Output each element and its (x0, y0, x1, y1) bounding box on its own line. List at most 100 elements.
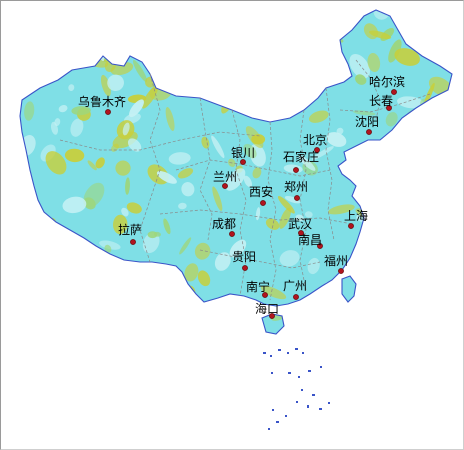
city-dot[interactable] (222, 183, 228, 189)
terrain-patch (47, 276, 60, 287)
city-wulumuqi[interactable]: 乌鲁木齐 (78, 94, 126, 115)
city-dot[interactable] (317, 243, 323, 249)
terrain-patch (45, 321, 56, 334)
terrain-patch (375, 268, 389, 278)
city-haerbin[interactable]: 哈尔滨 (369, 74, 405, 95)
terrain-patch (30, 275, 39, 293)
city-label: 上海 (344, 208, 368, 223)
terrain-patch (394, 221, 406, 233)
terrain-patch (93, 256, 103, 268)
terrain-patch (430, 214, 446, 231)
terrain-patch (214, 252, 231, 271)
city-shanghai[interactable]: 上海 (344, 208, 368, 229)
city-dot[interactable] (298, 230, 304, 236)
city-dot[interactable] (391, 89, 397, 95)
city-shijiazhuang[interactable]: 石家庄 (283, 149, 319, 173)
terrain-patch (50, 121, 59, 135)
city-wuhan[interactable]: 武汉 (288, 217, 312, 236)
city-xian[interactable]: 西安 (249, 184, 273, 206)
terrain-patch (354, 149, 369, 167)
city-dot[interactable] (229, 231, 235, 237)
terrain-patch (213, 310, 222, 321)
city-beijing[interactable]: 北京 (303, 133, 327, 153)
terrain-patch (68, 84, 75, 91)
terrain-patch (184, 263, 199, 282)
terrain-patch (92, 327, 107, 334)
terrain-patch (126, 202, 142, 214)
city-label: 兰州 (213, 170, 237, 184)
terrain-patch (21, 260, 30, 268)
city-guiyang[interactable]: 贵阳 (232, 250, 256, 271)
terrain-patch (32, 210, 45, 238)
terrain-patch (441, 302, 452, 323)
city-lasa[interactable]: 拉萨 (118, 222, 142, 245)
city-dot[interactable] (366, 129, 372, 135)
city-dot[interactable] (240, 159, 246, 165)
terrain-patch (74, 244, 85, 263)
city-dot[interactable] (293, 167, 299, 173)
city-dot[interactable] (348, 223, 354, 229)
city-label: 乌鲁木齐 (78, 94, 126, 109)
terrain-patch (225, 168, 246, 191)
terrain-patch (302, 36, 314, 48)
terrain-patch (99, 314, 115, 325)
terrain-patch (316, 325, 334, 334)
terrain-patch (101, 265, 118, 280)
terrain-patch (156, 268, 165, 279)
city-dot[interactable] (338, 268, 344, 274)
city-label: 沈阳 (355, 114, 379, 129)
terrain-patch (33, 219, 48, 232)
city-dot[interactable] (293, 294, 299, 300)
city-dot[interactable] (269, 313, 275, 319)
terrain-patch (423, 40, 436, 54)
terrain-patch (85, 299, 95, 308)
city-dot[interactable] (105, 109, 111, 115)
terrain-patch (177, 297, 187, 309)
city-nanning[interactable]: 南宁 (246, 279, 270, 298)
terrain-patch (409, 268, 436, 274)
terrain-patch (309, 57, 324, 78)
city-haikou[interactable]: 海口 (255, 301, 279, 319)
terrain-patch (376, 224, 391, 237)
city-lanzhou[interactable]: 兰州 (213, 170, 237, 189)
city-changchun[interactable]: 长春 (369, 94, 393, 111)
city-guangzhou[interactable]: 广州 (283, 279, 307, 300)
terrain-patch (83, 197, 96, 210)
terrain-patch (112, 214, 128, 235)
city-chengdu[interactable]: 成都 (212, 217, 236, 237)
city-fuzhou[interactable]: 福州 (324, 253, 348, 274)
city-dot[interactable] (130, 239, 136, 245)
city-label: 长春 (369, 94, 393, 108)
terrain-patch (308, 110, 329, 123)
terrain-patch (197, 270, 211, 287)
city-dot[interactable] (314, 147, 320, 153)
city-shenyang[interactable]: 沈阳 (355, 114, 379, 135)
terrain-patch (265, 218, 280, 230)
terrain-patch (402, 282, 414, 293)
city-dot[interactable] (294, 195, 300, 201)
terrain-patch (141, 85, 159, 109)
terrain-patch (194, 242, 211, 260)
terrain-patch (198, 332, 216, 334)
terrain-patch (252, 167, 262, 179)
terrain-patch (417, 190, 431, 218)
terrain-patch (385, 111, 398, 127)
terrain-patch (421, 10, 441, 14)
terrain-patch (421, 143, 440, 168)
city-label: 银川 (231, 146, 255, 160)
terrain-patch (34, 51, 50, 68)
city-label: 西安 (249, 184, 273, 199)
city-dot[interactable] (386, 105, 392, 111)
city-zhengzhou[interactable]: 郑州 (284, 179, 308, 201)
city-nanchang[interactable]: 南昌 (298, 232, 323, 249)
terrain-patch (58, 104, 68, 113)
city-dot[interactable] (262, 292, 268, 298)
city-yinchuan[interactable]: 银川 (231, 146, 255, 165)
terrain-patch (127, 321, 139, 334)
city-label: 哈尔滨 (369, 74, 405, 89)
city-label: 北京 (303, 133, 327, 147)
city-dot[interactable] (242, 265, 248, 271)
terrain-patch (251, 134, 266, 145)
city-dot[interactable] (260, 200, 266, 206)
